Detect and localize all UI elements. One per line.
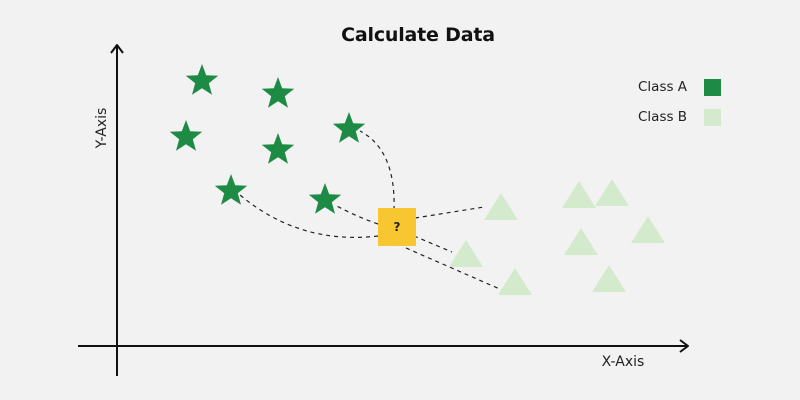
query-square xyxy=(378,208,416,246)
triangle-icon xyxy=(631,216,665,243)
class-b-points xyxy=(449,179,665,295)
connector-to-star-mid xyxy=(334,204,379,225)
query-point: ? xyxy=(378,208,416,246)
star-icon xyxy=(185,64,219,95)
legend-item-class-b: Class B xyxy=(638,106,721,128)
legend-swatch-class-b xyxy=(704,108,721,126)
triangle-icon xyxy=(592,265,626,292)
connector-to-star-far xyxy=(239,194,379,238)
triangle-icon xyxy=(564,228,598,255)
star-icon xyxy=(261,77,295,108)
star-icon xyxy=(308,183,342,214)
star-icon xyxy=(169,120,203,151)
triangle-icon xyxy=(595,179,629,206)
triangle-icon xyxy=(449,240,483,267)
triangle-icon xyxy=(484,193,518,220)
diagram-title: Calculate Data xyxy=(341,24,495,46)
triangle-icon xyxy=(562,181,596,208)
query-label: ? xyxy=(394,220,401,234)
triangle-icon xyxy=(498,268,532,295)
legend-label-class-a: Class A xyxy=(638,79,688,95)
connector-to-star-near xyxy=(359,130,395,211)
connector-to-triangle-upper xyxy=(414,206,485,219)
star-icon xyxy=(332,112,366,143)
axes: X-Axis Y-Axis xyxy=(78,44,689,376)
y-axis-arrow-icon xyxy=(110,44,124,54)
legend-item-class-a: Class A xyxy=(638,76,721,98)
connector-to-triangle-middle xyxy=(413,235,453,253)
legend-swatch-class-a xyxy=(704,78,721,96)
star-icon xyxy=(261,133,295,164)
legend: Class A Class B xyxy=(638,76,721,136)
y-axis-label: Y-Axis xyxy=(94,108,110,150)
neighbor-connectors xyxy=(239,130,503,291)
star-icon xyxy=(214,174,248,205)
x-axis-label: X-Axis xyxy=(602,354,645,370)
connector-to-triangle-lower xyxy=(405,247,503,291)
class-a-points xyxy=(169,64,366,214)
legend-label-class-b: Class B xyxy=(638,109,688,125)
x-axis-arrow-icon xyxy=(679,339,689,353)
